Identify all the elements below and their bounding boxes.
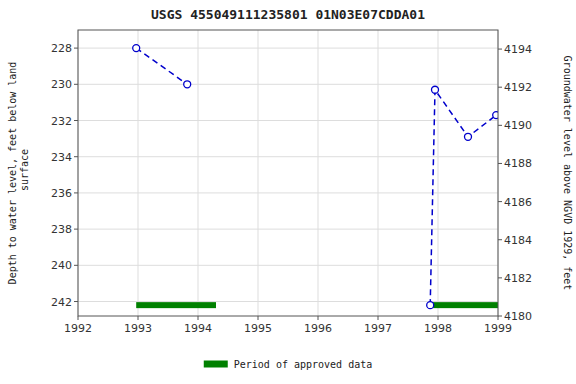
y-tick <box>74 301 78 302</box>
y2-tick-label: 4180 <box>504 310 532 323</box>
y-tick <box>74 265 78 266</box>
y-tick-label: 228 <box>51 42 72 55</box>
grid-line-x <box>258 30 259 316</box>
approved-period-bar <box>430 302 498 308</box>
x-tick-label: 1994 <box>184 322 212 335</box>
water-level-point <box>432 86 439 93</box>
y-tick <box>74 192 78 193</box>
x-tick <box>378 316 379 320</box>
x-tick-label: 1993 <box>124 322 152 335</box>
x-tick <box>198 316 199 320</box>
y-tick-label: 234 <box>51 151 72 164</box>
grid-line-x <box>378 30 379 316</box>
y2-tick <box>498 201 502 202</box>
x-tick-label: 1995 <box>244 322 272 335</box>
y2-tick-label: 4194 <box>504 43 532 56</box>
y2-tick <box>498 316 502 317</box>
approved-period-bar <box>136 302 216 308</box>
y2-axis-label: Groundwater level above NGVD 1929, feet <box>562 56 573 291</box>
x-tick <box>78 316 79 320</box>
legend: Period of approved data <box>204 359 372 370</box>
water-level-line <box>136 48 187 84</box>
x-tick <box>498 316 499 320</box>
legend-swatch <box>204 361 228 368</box>
y2-tick <box>498 163 502 164</box>
y-tick-label: 232 <box>51 115 72 128</box>
plot-frame <box>78 30 498 316</box>
grid-line-x <box>438 30 439 316</box>
y-axis-label: Depth to water level, feet below land su… <box>7 62 30 285</box>
grid <box>78 30 498 316</box>
y-tick <box>74 84 78 85</box>
y-axis-label-line: surface <box>19 149 30 197</box>
x-tick-label: 1996 <box>304 322 332 335</box>
y2-tick-label: 4192 <box>504 81 532 94</box>
y-tick-label: 240 <box>51 259 72 272</box>
y-tick <box>74 229 78 230</box>
y-tick <box>74 156 78 157</box>
y-tick-label: 238 <box>51 223 72 236</box>
y2-tick-label: 4184 <box>504 234 532 247</box>
grid-line-y <box>78 84 498 85</box>
y2-tick <box>498 87 502 88</box>
x-tick <box>318 316 319 320</box>
x-tick-label: 1997 <box>364 322 392 335</box>
x-tick <box>258 316 259 320</box>
grid-line-x <box>318 30 319 316</box>
y2-tick <box>498 277 502 278</box>
x-tick-label: 1992 <box>64 322 92 335</box>
grid-line-y <box>78 229 498 230</box>
y2-tick <box>498 239 502 240</box>
y-tick-label: 230 <box>51 78 72 91</box>
water-level-point <box>427 302 434 309</box>
y2-tick <box>498 125 502 126</box>
grid-line-y <box>78 156 498 157</box>
grid-line-x <box>198 30 199 316</box>
water-level-point <box>465 133 472 140</box>
y2-tick-label: 4190 <box>504 119 532 132</box>
grid-line-y <box>78 192 498 193</box>
y-tick-label: 236 <box>51 187 72 200</box>
axes: 1992 1993 1994 1995 1996 1997 1998 1999 228 230 23… <box>51 42 532 335</box>
water-level-line <box>430 90 496 305</box>
grid-line-y <box>78 48 498 49</box>
y2-tick-label: 4182 <box>504 272 532 285</box>
title: USGS 455049111235801 01N03E07CDDA01 <box>151 7 425 22</box>
grid-line-x <box>138 30 139 316</box>
water-level-point <box>133 45 140 52</box>
chart: 1992 1993 1994 1995 1996 1997 1998 1999 228 230 23… <box>0 0 576 384</box>
y2-tick-label: 4186 <box>504 196 532 209</box>
x-tick <box>438 316 439 320</box>
grid-line-y <box>78 301 498 302</box>
x-tick-label: 1998 <box>424 322 452 335</box>
y-tick <box>74 48 78 49</box>
plot-data <box>133 45 498 309</box>
legend-label: Period of approved data <box>234 359 372 370</box>
water-level-point <box>184 81 191 88</box>
x-tick-label: 1999 <box>484 322 512 335</box>
y-tick <box>74 120 78 121</box>
water-level-point <box>493 112 498 119</box>
y-tick-label: 242 <box>51 296 72 309</box>
x-tick <box>138 316 139 320</box>
y2-tick <box>498 49 502 50</box>
background <box>0 0 576 384</box>
grid-line-y <box>78 265 498 266</box>
y-axis-label-line: Depth to water level, feet below land <box>7 62 18 285</box>
y2-tick-label: 4188 <box>504 157 532 170</box>
